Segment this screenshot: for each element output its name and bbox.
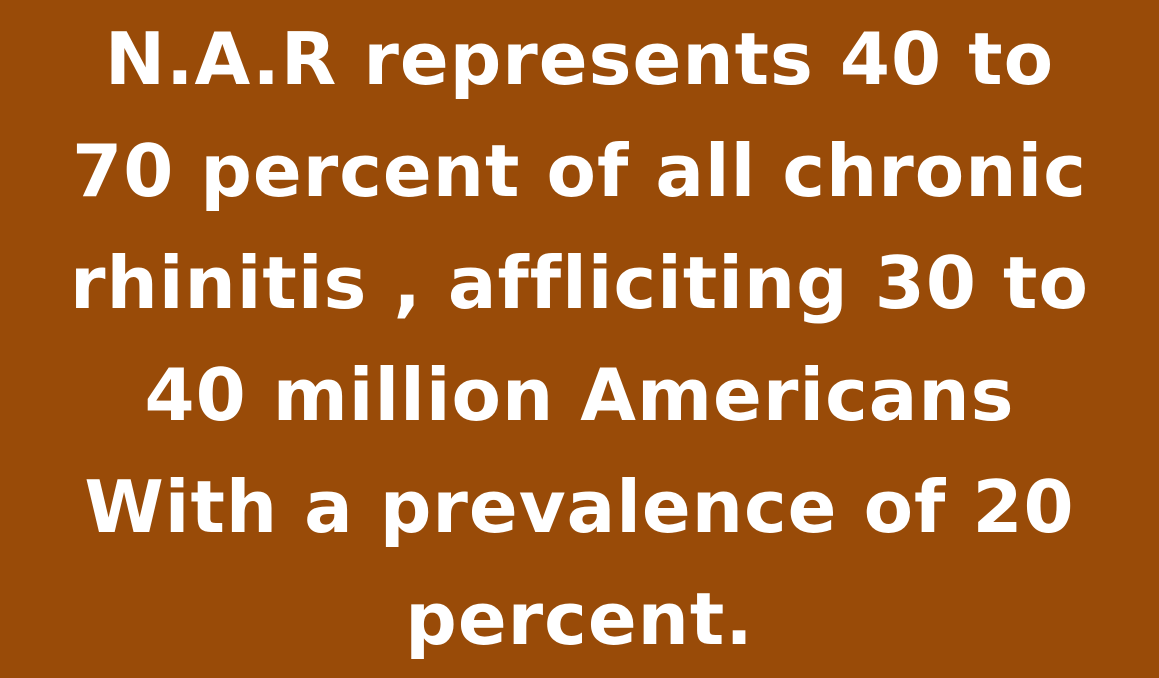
text-line-1: N.A.R represents 40 to [104, 17, 1055, 101]
text-line-4: 40 million Americans [144, 353, 1015, 437]
text-line-2: 70 percent of all chronic [72, 129, 1087, 213]
text-line-5: With a prevalence of 20 [84, 465, 1075, 549]
text-line-3: rhinitis , affliciting 30 to [70, 241, 1089, 325]
slide-body-text: N.A.R represents 40 to 70 percent of all… [70, 3, 1089, 675]
text-line-6: percent. [405, 577, 754, 661]
